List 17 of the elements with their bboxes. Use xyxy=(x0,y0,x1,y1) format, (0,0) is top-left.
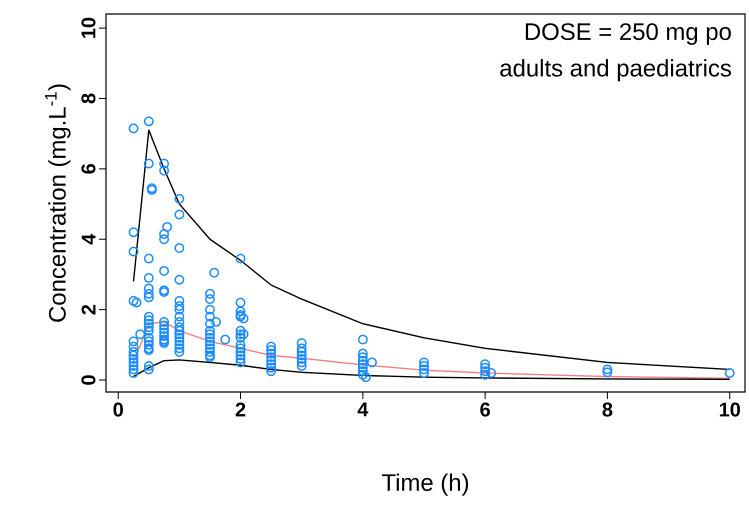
x-tick-label: 2 xyxy=(236,402,246,416)
y-tick-label: 10 xyxy=(81,18,96,38)
y-tick-label: 4 xyxy=(82,234,96,244)
annotation: DOSE = 250 mg po xyxy=(526,23,731,45)
y-tick-label: 6 xyxy=(81,164,96,174)
y-tick-label: 8 xyxy=(81,94,96,104)
x-tick-label: 0 xyxy=(113,402,123,417)
y-tick-label: 0 xyxy=(81,375,96,385)
x-axis-title: Time (h) xyxy=(382,473,468,496)
y-tick-label: 2 xyxy=(82,304,96,314)
x-tick-label: 8 xyxy=(602,402,612,417)
line-series xyxy=(132,359,730,380)
x-tick-label: 10 xyxy=(720,402,740,417)
y-axis-title: Concentration (mg.L$^{-1}$) xyxy=(45,84,71,322)
x-tick-label: 6 xyxy=(480,402,490,417)
x-tick-label: 4 xyxy=(358,402,368,416)
annotation: adults and paediatrics xyxy=(500,59,731,82)
